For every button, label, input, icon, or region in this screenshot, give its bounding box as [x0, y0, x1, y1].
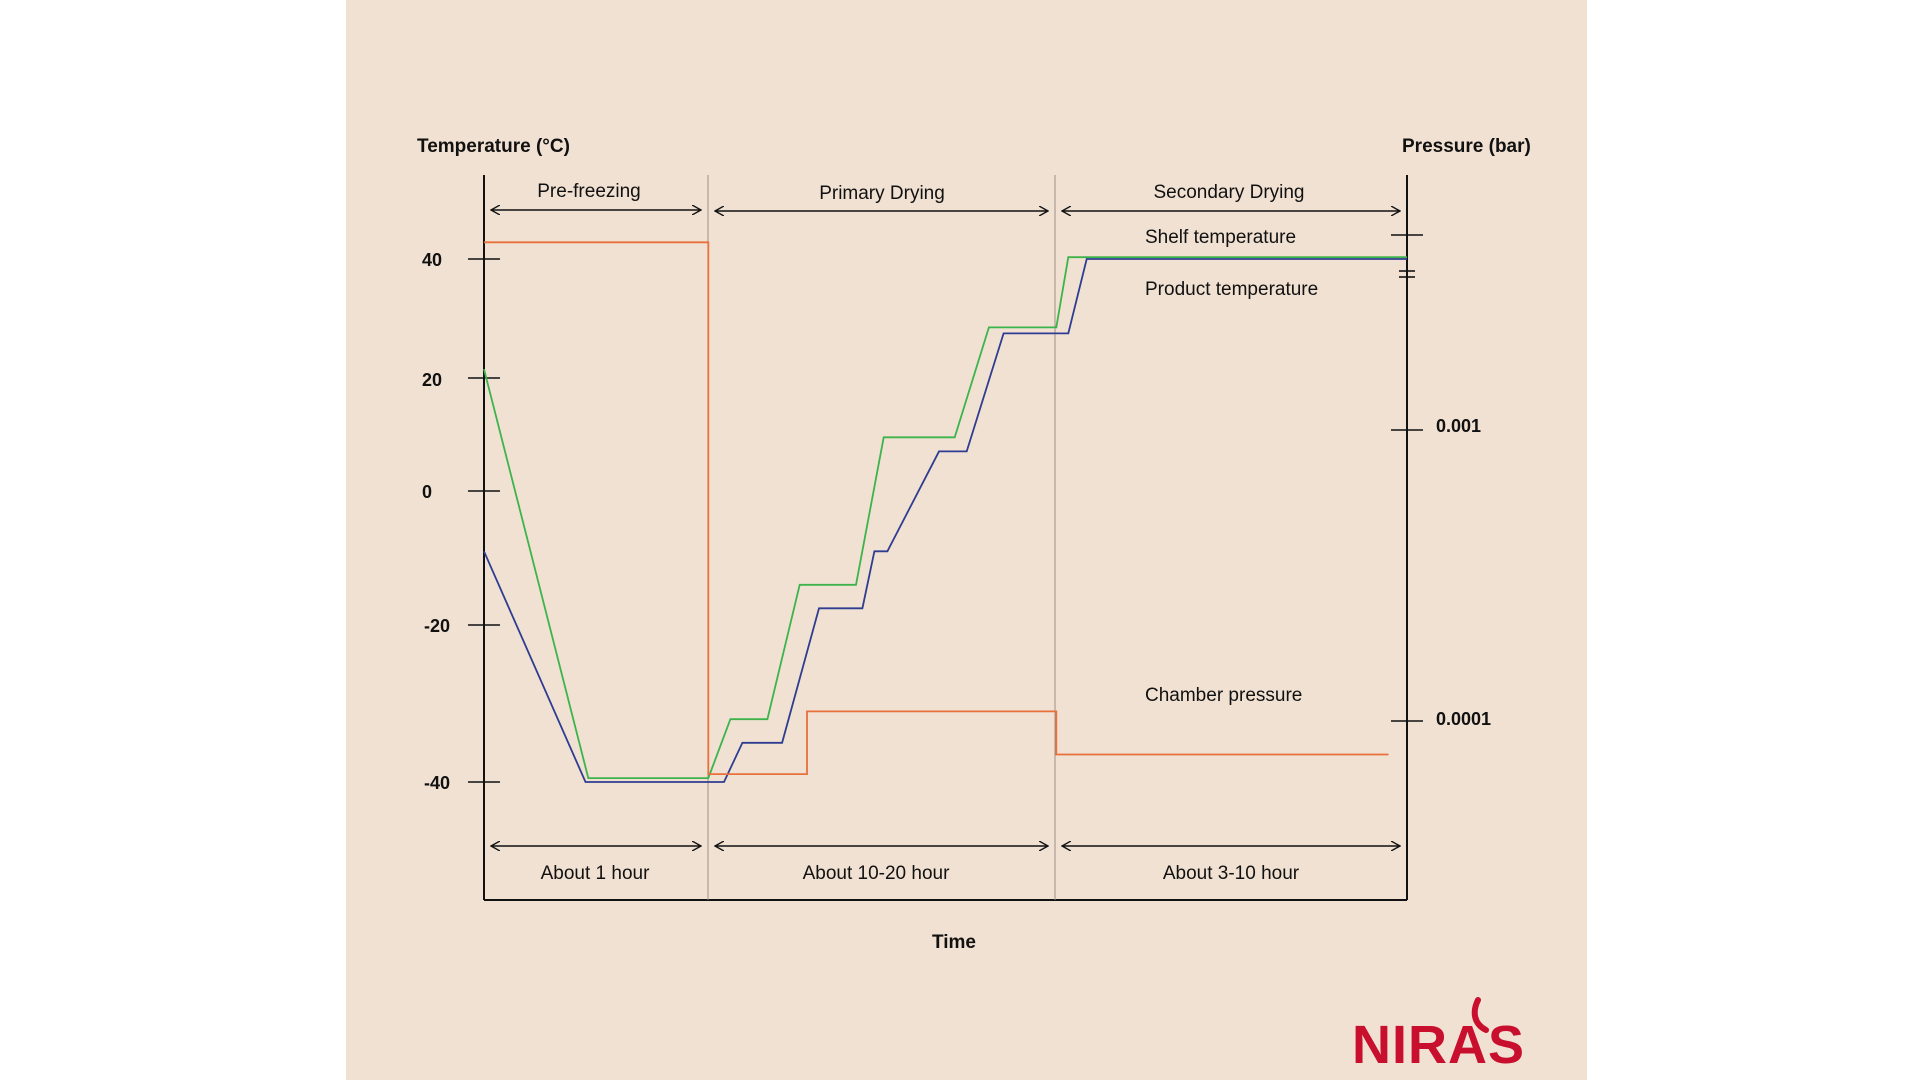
- series-label-shelf: Shelf temperature: [1145, 227, 1296, 248]
- logo-swoosh-icon: [1471, 997, 1489, 1033]
- left-tick-label: 20: [422, 370, 442, 390]
- phase-label: Secondary Drying: [1153, 182, 1304, 203]
- phase-label: Pre-freezing: [537, 181, 641, 202]
- series-layer: [483, 241, 1407, 783]
- left-tick-label: -40: [424, 773, 450, 793]
- left-ticks: 40 20 0 -20 -40: [422, 250, 500, 793]
- left-axis-title: Temperature (°C): [417, 136, 570, 157]
- series-line-shelf-temperature: [483, 256, 1407, 779]
- duration-label: About 10-20 hour: [803, 863, 951, 884]
- phase-labels-top: Pre-freezing Primary Drying Secondary Dr…: [492, 181, 1399, 211]
- right-axis-title: Pressure (bar): [1402, 136, 1531, 157]
- left-tick-label: 0: [422, 482, 432, 502]
- right-ticks: 0.001 0.0001: [1391, 234, 1491, 729]
- series-label-pressure: Chamber pressure: [1145, 685, 1302, 706]
- duration-label: About 1 hour: [541, 863, 650, 884]
- phase-label: Primary Drying: [819, 183, 945, 204]
- series-line-chamber-pressure: [484, 241, 1389, 775]
- x-axis-title: Time: [932, 932, 976, 953]
- logo-text: NIRAS: [1352, 1015, 1525, 1075]
- series-line-product-temperature: [483, 258, 1407, 783]
- left-tick-label: -20: [424, 616, 450, 636]
- duration-label: About 3-10 hour: [1163, 863, 1300, 884]
- niras-logo: NIRAS: [1352, 997, 1525, 1075]
- series-label-product: Product temperature: [1145, 279, 1318, 300]
- left-tick-label: 40: [422, 250, 442, 270]
- phase-durations: About 1 hour About 10-20 hour About 3-10…: [492, 846, 1399, 884]
- right-tick-label: 0.0001: [1436, 709, 1491, 729]
- right-tick-label: 0.001: [1436, 416, 1481, 436]
